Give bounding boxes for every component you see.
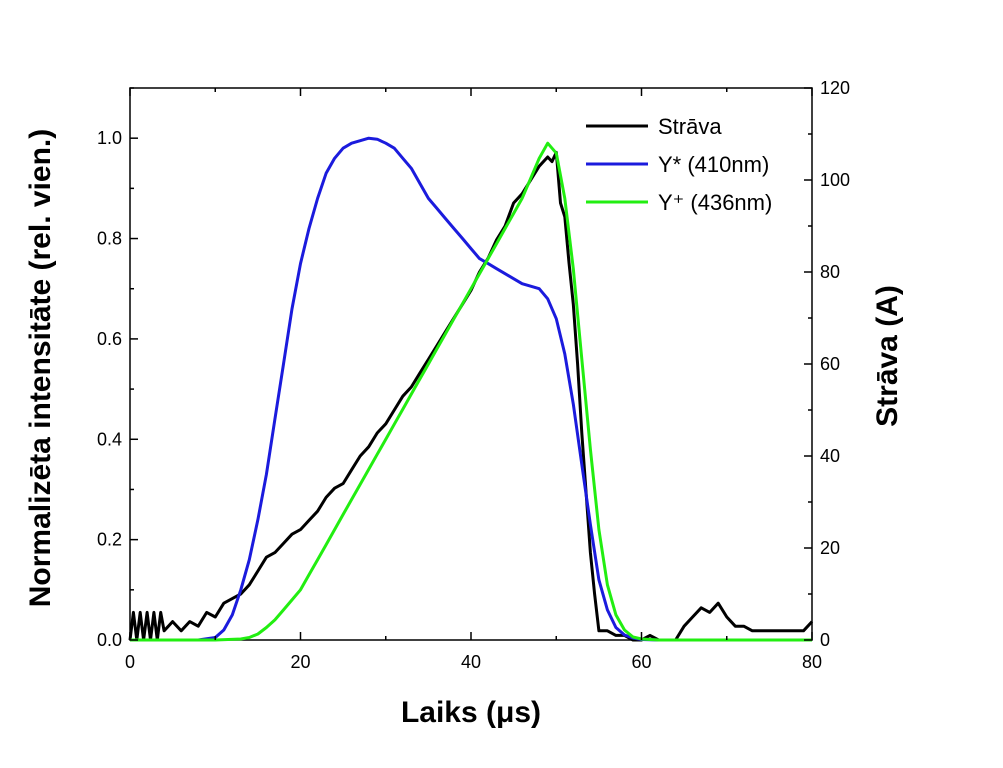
left-tick-label: 1.0 bbox=[97, 128, 122, 148]
right-tick-label: 100 bbox=[820, 170, 850, 190]
x-tick-label: 0 bbox=[125, 652, 135, 672]
right-axis: 0 20 40 60 80 100 120 bbox=[804, 78, 850, 650]
x-tick-label: 80 bbox=[802, 652, 822, 672]
right-tick-label: 80 bbox=[820, 262, 840, 282]
series-line-3 bbox=[130, 141, 812, 642]
left-axis: 0.0 0.2 0.4 0.6 0.8 1.0 bbox=[97, 87, 138, 650]
x-axis-title: Laiks (μs) bbox=[401, 696, 541, 729]
left-tick-label: 0.6 bbox=[97, 329, 122, 349]
x-tick-label: 60 bbox=[631, 652, 651, 672]
series-layer bbox=[128, 136, 814, 642]
right-tick-label: 0 bbox=[820, 630, 830, 650]
left-tick-label: 0.4 bbox=[97, 429, 122, 449]
legend-label: Strāva bbox=[658, 114, 722, 139]
x-axis: 0 20 40 60 80 bbox=[125, 88, 822, 672]
legend-label: Y⁺ (436nm) bbox=[658, 190, 772, 215]
right-axis-title: Strāva (A) bbox=[871, 285, 904, 427]
right-tick-label: 60 bbox=[820, 354, 840, 374]
legend-label: Y* (410nm) bbox=[658, 152, 769, 177]
left-tick-label: 0.8 bbox=[97, 229, 122, 249]
series-line-1 bbox=[128, 150, 814, 642]
right-tick-label: 20 bbox=[820, 538, 840, 558]
right-tick-label: 120 bbox=[820, 78, 850, 98]
left-tick-label: 0.2 bbox=[97, 530, 122, 550]
right-tick-label: 40 bbox=[820, 446, 840, 466]
left-axis-title: Normalizēta intensitāte (rel. vien.) bbox=[24, 129, 57, 607]
x-tick-label: 40 bbox=[461, 652, 481, 672]
series-line-2 bbox=[130, 136, 812, 642]
x-tick-label: 20 bbox=[290, 652, 310, 672]
left-tick-label: 0.0 bbox=[97, 630, 122, 650]
legend: Strāva Y* (410nm) Y⁺ (436nm) bbox=[586, 114, 772, 215]
